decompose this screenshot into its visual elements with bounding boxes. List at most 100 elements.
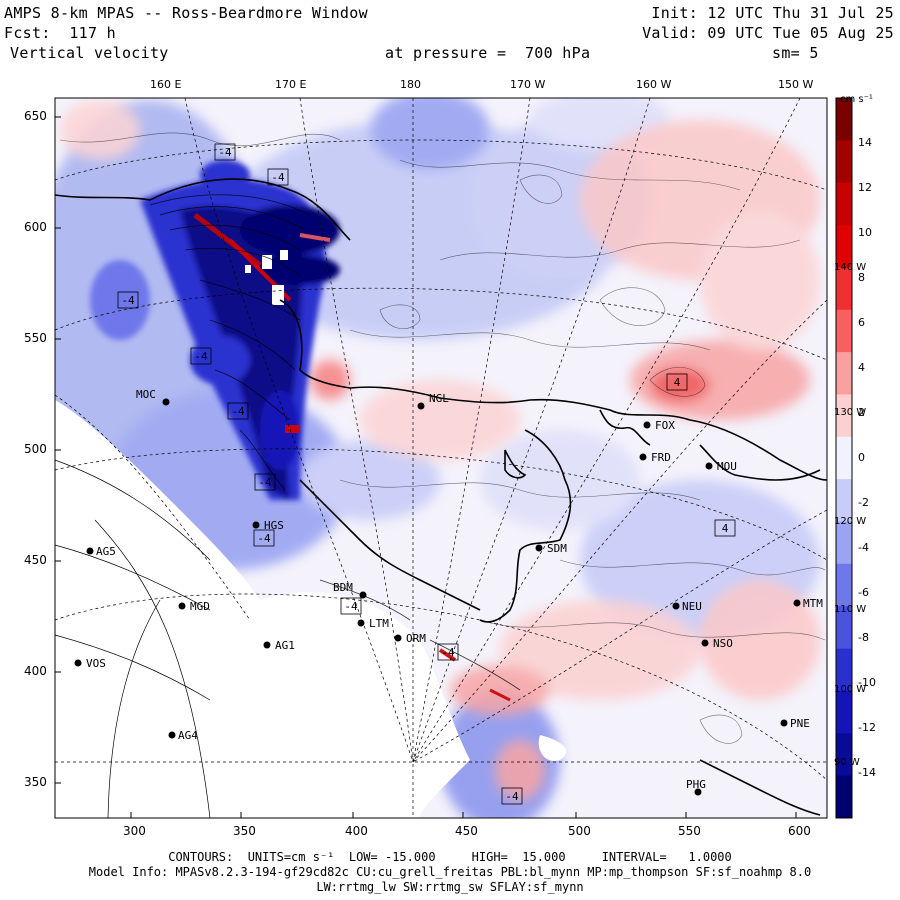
contour-label: -4: [501, 787, 523, 805]
contour-label: -4: [340, 597, 362, 615]
colorbar-swatch: [836, 690, 852, 734]
colorbar-label: 0: [858, 451, 865, 464]
colorbar-swatch: [836, 267, 852, 311]
station-mgd: MGD: [178, 600, 210, 613]
contour-label: -4: [190, 347, 212, 365]
contour-label-box: [340, 597, 362, 615]
colorbar-swatch: [836, 98, 852, 141]
contour-label-box: [666, 373, 688, 391]
station-label: BDM: [333, 581, 353, 594]
station-ag4: AG4: [168, 729, 198, 742]
longitude-label: 130 W: [834, 407, 867, 418]
contour-label-text: -4: [271, 171, 285, 184]
colorbar-label: 2: [858, 406, 865, 419]
station-mtm: MTM: [793, 597, 823, 610]
colorbar-swatch: [836, 352, 852, 395]
y-tick-label: 600: [24, 220, 47, 234]
station-marker: [535, 544, 543, 552]
contour-label: -4: [227, 402, 249, 420]
init-time: Init: 12 UTC Thu 31 Jul 25: [651, 4, 894, 22]
contour-label: -4: [254, 473, 276, 491]
station-marker: [672, 602, 680, 610]
longitude-label: 140 W: [834, 262, 867, 273]
station-label: SDM: [547, 542, 567, 555]
station-frd: FRD: [639, 451, 671, 464]
station-pne: PNE: [780, 717, 810, 730]
station-label: NSO: [713, 637, 733, 650]
station-fox: FOX: [643, 419, 675, 432]
contour-label-box: [190, 347, 212, 365]
station-marker: [162, 398, 170, 406]
colorbar-label: -10: [858, 676, 876, 689]
x-tick-label: 350: [233, 824, 256, 838]
contour-label-text: -4: [505, 790, 519, 803]
station-orm: ORM: [394, 632, 426, 645]
colorbar-swatch: [836, 225, 852, 268]
colorbar-swatch: [836, 309, 852, 353]
station-label: NEU: [682, 600, 702, 613]
contour-label: 4: [714, 519, 736, 537]
contour-label-text: 4: [674, 376, 681, 389]
y-tick-label: 500: [24, 442, 47, 456]
station-bdm: BDM: [333, 581, 367, 599]
station-label: MGD: [190, 600, 210, 613]
contour-info: CONTOURS: UNITS=cm s⁻¹ LOW= -15.000 HIGH…: [168, 850, 732, 864]
longitude-label: 160 E: [150, 78, 182, 91]
contour-label-box: [117, 291, 139, 309]
station-marker: [359, 591, 367, 599]
contour-label-text: -4: [121, 294, 135, 307]
station-hgs: HGS: [252, 519, 284, 532]
colorbar: [835, 97, 853, 819]
station-label: MOC: [136, 388, 156, 401]
station-label: FRD: [651, 451, 671, 464]
station-label: LTM: [369, 617, 389, 630]
valid-time: Valid: 09 UTC Tue 05 Aug 25: [642, 24, 894, 42]
colorbar-swatch: [836, 521, 852, 565]
y-tick-label: 650: [24, 109, 47, 123]
colorbar-frame: [835, 97, 853, 819]
y-tick-label: 350: [24, 775, 47, 789]
pressure-level: at pressure = 700 hPa: [385, 44, 591, 62]
contour-label: -4: [214, 143, 236, 161]
x-tick-label: 500: [568, 824, 591, 838]
field-layer: [55, 98, 827, 818]
station-marker: [705, 462, 713, 470]
longitude-label: 150 W: [778, 78, 814, 91]
contour-label-text: 4: [722, 522, 729, 535]
contour-label: -4: [267, 168, 289, 186]
station-sdm: SDM: [535, 542, 567, 555]
contour-label: -4: [117, 291, 139, 309]
colorbar-label: -12: [858, 721, 876, 734]
station-label: MTM: [803, 597, 823, 610]
colorbar-label: 10: [858, 226, 872, 239]
colorbar-label: 12: [858, 181, 872, 194]
station-ngl: NGL: [417, 392, 449, 410]
colorbar-label: -2: [858, 496, 869, 509]
station-marker: [178, 602, 186, 610]
x-tick-label: 400: [345, 824, 368, 838]
longitude-label: 100 W: [834, 684, 867, 695]
station-marker: [74, 659, 82, 667]
station-phg: PHG: [686, 778, 706, 796]
station-label: HGS: [264, 519, 284, 532]
colorbar-label: -14: [858, 766, 876, 779]
contour-label-box: [267, 168, 289, 186]
longitude-label: 180: [400, 78, 421, 91]
colorbar-swatch: [836, 606, 852, 650]
field-name: Vertical velocity: [10, 44, 169, 62]
longitude-label: 170 W: [510, 78, 546, 91]
station-marker: [263, 641, 271, 649]
contour-label-text: -4: [218, 146, 232, 159]
station-label: ORM: [406, 632, 426, 645]
colorbar-swatch: [836, 733, 852, 777]
contour-label-box: [253, 529, 275, 547]
y-tick-label: 450: [24, 553, 47, 567]
station-marker: [417, 402, 425, 410]
colorbar-units: cm s⁻¹: [840, 94, 873, 105]
x-tick-label: 450: [455, 824, 478, 838]
station-moc: MOC: [136, 388, 170, 406]
lat-lon-grid: [55, 98, 827, 818]
station-marker: [793, 599, 801, 607]
longitude-label: 160 W: [636, 78, 672, 91]
station-marker: [694, 788, 702, 796]
